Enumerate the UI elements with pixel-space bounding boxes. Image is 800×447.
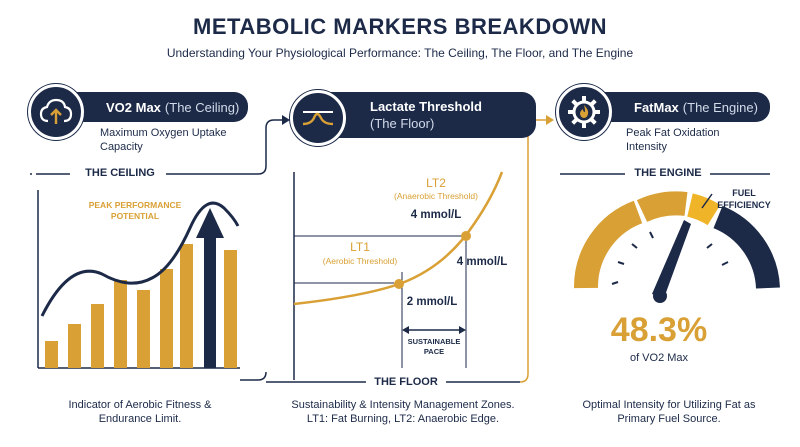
- wave-icon: [290, 90, 346, 146]
- gauge-segment-optimal: [686, 193, 721, 226]
- fatmax-header: FatMax (The Engine): [594, 92, 770, 122]
- vo2-bar-4: [114, 280, 127, 368]
- engine-arrowhead: [546, 115, 554, 125]
- vo2-chart: PEAK PERFORMANCE POTENTIAL: [37, 190, 240, 369]
- vo2-bar-1: [45, 341, 58, 368]
- gauge-label-line1: FUEL: [732, 188, 756, 198]
- vo2-description-line1: Maximum Oxygen Uptake: [100, 127, 227, 139]
- lactate-chart: SUSTAINABLE PACE LT2 (Anaerobic Threshol…: [293, 171, 507, 380]
- vo2-description: Maximum Oxygen Uptake Capacity: [100, 126, 227, 154]
- vo2-footer: Indicator of Aerobic Fitness & Endurance…: [30, 398, 250, 426]
- vo2-annotation-line2: POTENTIAL: [111, 211, 159, 221]
- lt2-desc: (Anaerobic Threshold): [394, 191, 478, 201]
- vo2-peak-arrowhead: [196, 208, 224, 238]
- vo2-footer-line1: Indicator of Aerobic Fitness &: [68, 399, 212, 411]
- ceiling-connector: [196, 119, 282, 175]
- lt1-name: LT1: [350, 240, 370, 254]
- fatmax-description: Peak Fat Oxidation Intensity: [626, 126, 720, 154]
- ceiling-arrowhead: [282, 115, 290, 125]
- lt2-axis-value: 4 mmol/L: [457, 256, 507, 268]
- cloud-upload-icon: [28, 84, 84, 140]
- fatmax-description-line1: Peak Fat Oxidation: [626, 127, 720, 139]
- fatmax-name: FatMax: [634, 99, 679, 115]
- vo2-bar-3: [91, 304, 104, 368]
- lactate-curve: [293, 171, 504, 306]
- gear-flame-icon: [556, 84, 612, 140]
- lt2-name: LT2: [426, 176, 446, 190]
- vo2-bar-7: [180, 244, 193, 368]
- gauge-ticks: [611, 231, 729, 285]
- lactate-name: Lactate Threshold: [370, 99, 482, 114]
- vo2-peak-arrow-shaft: [204, 234, 216, 368]
- lt1-point: [394, 279, 404, 289]
- vo2-paren: (The Ceiling): [164, 99, 240, 115]
- lactate-footer-line2: LT1: Fat Burning, LT2: Anaerobic Edge.: [306, 413, 500, 425]
- lt2-point: [461, 231, 471, 241]
- lt1-value: 2 mmol/L: [407, 296, 457, 308]
- lactate-footer-line1: Sustainability & Intensity Management Zo…: [291, 399, 515, 411]
- lactate-header: Lactate Threshold (The Floor): [326, 92, 536, 138]
- pace-label-line1: SUSTAINABLE: [408, 337, 461, 346]
- vo2-name: VO2 Max: [106, 99, 161, 115]
- vo2-section-label: THE CEILING: [74, 167, 166, 179]
- vo2-footer-line2: Endurance Limit.: [98, 413, 182, 425]
- gauge-label-line2: EFFICIENCY: [717, 200, 771, 210]
- fatmax-description-line2: Intensity: [626, 141, 667, 153]
- lactate-section-label: THE FLOOR: [366, 376, 446, 388]
- vo2-bar-6: [160, 269, 173, 368]
- gauge-needle: [652, 220, 691, 298]
- vo2-description-line2: Capacity: [100, 141, 143, 153]
- lt2-value: 4 mmol/L: [411, 209, 461, 221]
- fatmax-footer: Optimal Intensity for Utilizing Fat as P…: [556, 398, 782, 426]
- fatmax-paren: (The Engine): [682, 99, 758, 115]
- gauge-segment-low: [573, 200, 643, 289]
- gauge-segment-high: [713, 205, 780, 289]
- fatmax-value-caption: of VO2 Max: [629, 352, 689, 364]
- engine-connector: [519, 119, 546, 383]
- lt1-desc: (Aerobic Threshold): [323, 256, 398, 266]
- vo2-header: VO2 Max (The Ceiling): [66, 92, 248, 122]
- vo2-curve: [40, 201, 240, 317]
- pace-label-line2: PACE: [424, 347, 444, 356]
- page-title: METABOLIC MARKERS BREAKDOWN: [193, 14, 607, 39]
- gauge-segment-mid: [636, 191, 688, 223]
- fatmax-value: 48.3%: [610, 311, 708, 349]
- vo2-bar-8: [224, 250, 237, 368]
- lactate-paren: (The Floor): [370, 116, 435, 131]
- fatmax-footer-line1: Optimal Intensity for Utilizing Fat as: [582, 399, 756, 411]
- gauge-hub: [653, 289, 667, 303]
- fatmax-footer-line2: Primary Fuel Source.: [617, 413, 721, 425]
- vo2-annotation-line1: PEAK PERFORMANCE: [89, 200, 182, 210]
- vo2-bar-5: [137, 290, 150, 368]
- fatmax-gauge: FUEL EFFICIENCY: [573, 188, 780, 303]
- lactate-footer: Sustainability & Intensity Management Zo…: [274, 398, 532, 426]
- gauge-label-leader: [701, 193, 713, 209]
- page-subtitle: Understanding Your Physiological Perform…: [166, 46, 634, 60]
- fatmax-section-label: THE ENGINE: [626, 167, 710, 179]
- vo2-bar-2: [68, 324, 81, 368]
